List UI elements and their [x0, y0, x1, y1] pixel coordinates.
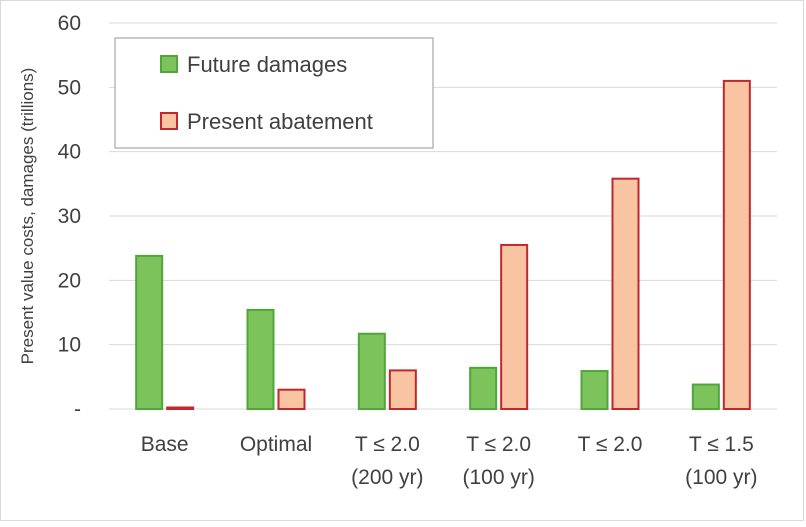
x-tick-label-line2: (100 yr) [685, 466, 757, 489]
y-tick-label: - [74, 398, 81, 421]
bar-future-damages [357, 332, 386, 411]
y-tick-label: 50 [58, 76, 81, 99]
bar-present-abatement [388, 369, 417, 410]
legend: Future damages Present abatement [114, 37, 434, 149]
legend-swatch-present-abatement [160, 112, 178, 130]
bar-future-damages [469, 366, 498, 410]
bar-future-damages [691, 383, 720, 411]
bar-present-abatement [722, 79, 751, 411]
x-tick-label: T ≤ 2.0 [466, 433, 531, 456]
bar-present-abatement [611, 177, 640, 410]
bar-present-abatement [277, 388, 306, 411]
y-tick-label: 10 [58, 334, 81, 357]
legend-label-future-damages: Future damages [187, 52, 347, 77]
x-tick-label-line2: (100 yr) [462, 466, 534, 489]
y-tick-label: 40 [58, 141, 81, 164]
x-tick-labels: Base Optimal T ≤ 2.0 (200 yr) T ≤ 2.0 (100 yr… [141, 433, 758, 489]
y-tick-label: 60 [58, 12, 81, 35]
x-tick-label-line2: (200 yr) [351, 466, 423, 489]
x-tick-label: Base [141, 433, 189, 456]
bars [135, 79, 751, 411]
bar-future-damages [580, 370, 609, 410]
x-tick-label: Optimal [240, 433, 312, 456]
y-axis-label: Present value costs, damages (trillions) [18, 68, 37, 365]
x-tick-label: T ≤ 2.0 [578, 433, 643, 456]
bar-present-abatement [500, 243, 529, 410]
bar-future-damages [246, 308, 275, 410]
bar-present-abatement [166, 406, 195, 410]
y-tick-label: 20 [58, 269, 81, 292]
legend-swatch-future-damages [160, 55, 178, 73]
x-tick-label: T ≤ 1.5 [689, 433, 754, 456]
x-tick-label: T ≤ 2.0 [355, 433, 420, 456]
y-tick-label: 30 [58, 205, 81, 228]
y-tick-labels: - 10 20 30 40 50 60 [58, 12, 81, 421]
legend-label-present-abatement: Present abatement [187, 109, 373, 134]
bar-future-damages [135, 254, 164, 410]
